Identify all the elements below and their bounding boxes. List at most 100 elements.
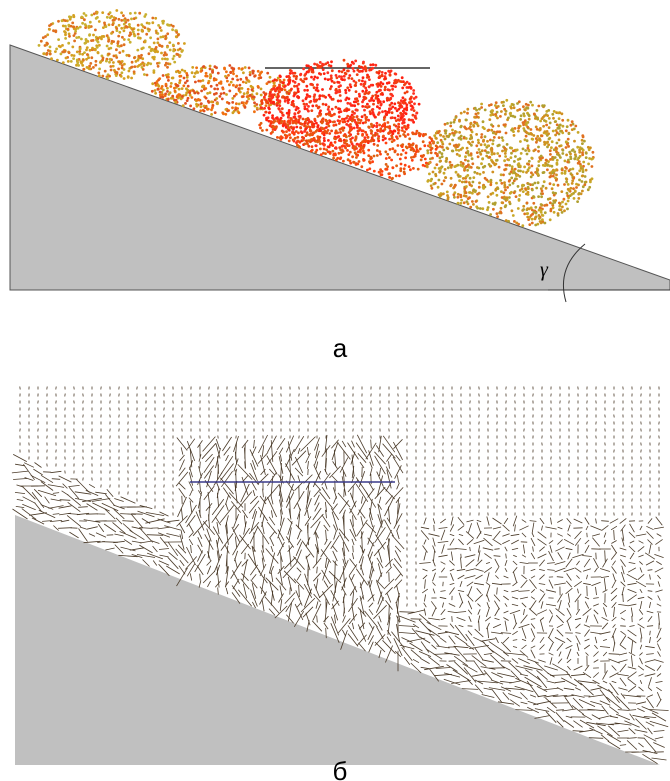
vector [360,565,363,576]
particle [453,119,456,122]
particle [472,181,475,184]
vector [504,590,508,592]
vector [399,632,415,633]
particle [94,64,97,67]
particle [533,113,536,116]
particle [321,127,324,130]
particle [478,186,481,189]
particle [197,92,200,95]
particle [478,148,481,151]
particle [403,101,406,104]
vector [78,507,88,508]
particle [303,78,306,81]
vector [494,531,501,539]
particle [316,135,319,138]
particle [513,106,516,109]
particle [261,102,264,105]
vector [422,589,428,593]
particle [545,124,548,127]
particle [127,38,130,41]
particle [215,92,218,95]
vector [241,544,249,554]
vector [440,519,446,523]
particle [106,45,109,48]
vector [477,588,482,594]
particle [370,124,373,127]
particle [477,155,480,158]
particle [439,145,442,148]
vector [250,496,257,504]
particle [189,94,192,97]
particle [273,87,276,90]
particle [461,147,464,150]
particle [278,104,281,107]
particle [157,38,160,41]
particle [499,115,502,118]
particle [549,210,552,213]
particle [154,92,157,95]
particle [519,118,522,121]
particle [171,95,174,98]
vector [467,582,473,586]
particle [107,40,110,43]
particle [326,71,329,74]
particle [355,162,358,165]
vector [331,535,340,549]
particle [415,144,418,147]
vector [176,549,189,563]
particle [330,74,333,77]
particle [396,153,399,156]
particle [489,139,492,142]
particle [471,200,474,203]
particle [101,59,104,62]
particle [98,68,101,71]
vector [342,441,346,447]
vector [352,553,353,559]
particle [321,119,324,122]
particle [314,144,317,147]
particle [571,174,574,177]
particle [76,61,79,64]
particle [315,149,318,152]
vector [379,497,381,503]
particle [432,183,435,186]
particle [224,113,227,116]
particle [97,51,100,54]
particle [363,152,366,155]
particle [491,153,494,156]
particle [493,163,496,166]
vector [199,580,201,587]
particle [397,144,400,147]
vector [455,625,467,640]
particle [349,86,352,89]
particle [439,170,442,173]
particle [439,134,442,137]
particle [472,176,475,179]
vector [215,517,220,525]
particle [591,165,594,168]
particle [200,70,203,73]
particle [360,83,363,86]
slope [15,515,660,765]
particle [272,128,275,131]
particle [142,68,145,71]
vector [67,515,81,526]
vector [477,531,482,538]
particle [338,85,341,88]
particle [342,121,345,124]
particle [366,106,369,109]
particle [328,125,331,128]
particle [318,72,321,75]
particle [161,20,164,23]
particle [282,81,285,84]
particle [526,207,529,210]
particle [313,95,316,98]
vector [461,557,462,568]
particle [288,76,291,79]
particle [389,97,392,100]
particle [265,119,268,122]
particle [410,96,413,99]
vector [438,632,448,634]
vector [180,460,185,471]
particle [534,206,537,209]
